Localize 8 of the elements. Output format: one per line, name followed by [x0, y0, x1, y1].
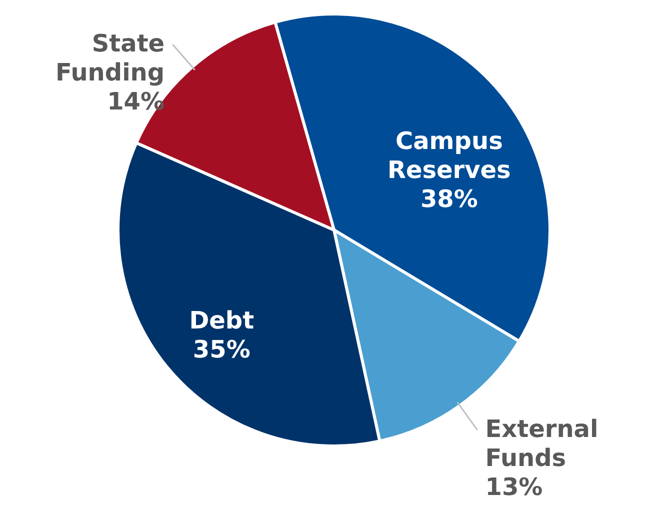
- data-label: 13%: [485, 472, 543, 501]
- slice-label: State Funding: [56, 29, 165, 86]
- slice-label: External Funds: [485, 414, 598, 472]
- data-label: 35%: [192, 336, 250, 364]
- data-label: 38%: [420, 184, 478, 213]
- slice-label: Campus Reserves: [387, 126, 511, 184]
- data-label: 14%: [107, 87, 165, 116]
- slice-label: Debt: [189, 306, 254, 335]
